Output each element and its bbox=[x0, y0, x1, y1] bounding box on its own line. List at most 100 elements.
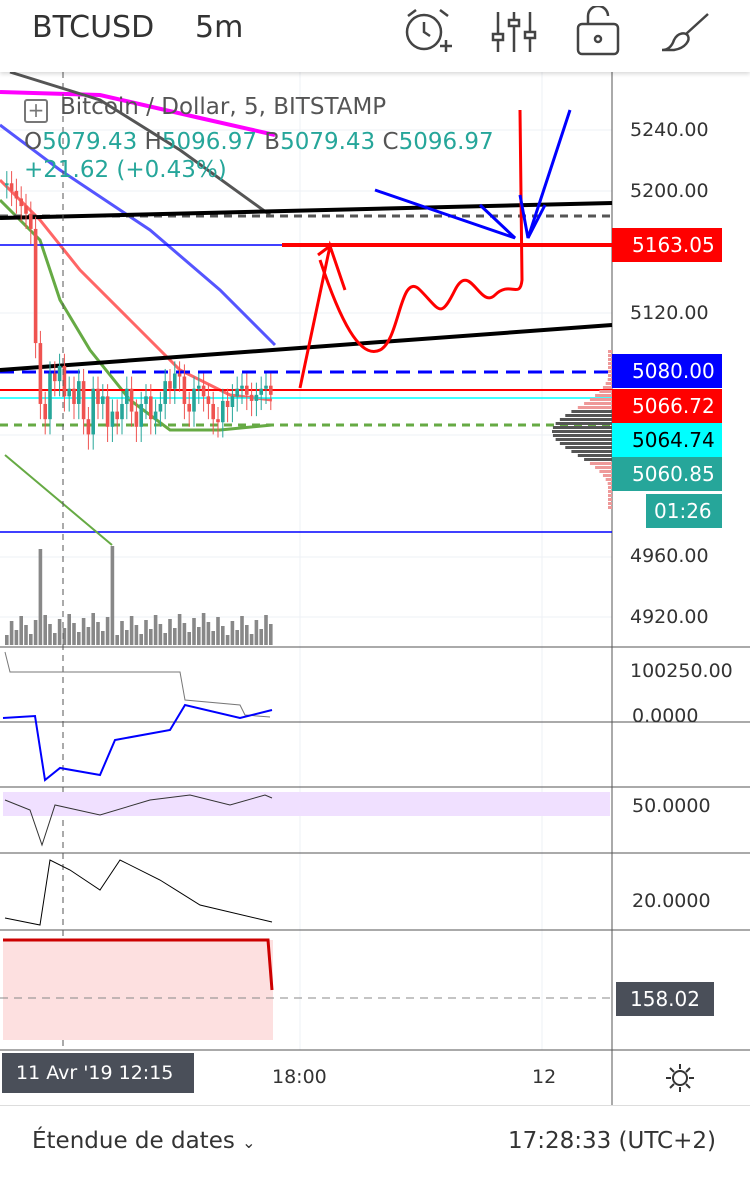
volume-profile-bar bbox=[608, 358, 612, 361]
volume-profile-bar bbox=[599, 390, 612, 393]
candle-body bbox=[14, 190, 19, 199]
volume-profile-bar bbox=[595, 394, 612, 397]
drawing-arrow bbox=[526, 204, 547, 239]
volume-bar bbox=[24, 625, 28, 645]
volume-profile-bar bbox=[607, 378, 612, 381]
volume-bar bbox=[77, 632, 81, 645]
volume-profile-bar bbox=[555, 422, 612, 425]
volume-bar bbox=[19, 616, 23, 645]
candle-body bbox=[144, 396, 148, 404]
price-tag-ma: 5064.74 bbox=[612, 423, 722, 457]
volume-bar bbox=[201, 613, 206, 645]
toolbar: BTCUSD 5m bbox=[0, 0, 750, 72]
volume-profile-bar bbox=[608, 374, 612, 377]
volume-bar bbox=[48, 624, 52, 645]
volume-bar bbox=[29, 634, 33, 645]
candle-body bbox=[81, 381, 86, 420]
ma-line bbox=[9, 70, 271, 217]
volume-profile-bar bbox=[559, 418, 612, 421]
alarm-add-icon[interactable] bbox=[400, 6, 456, 58]
legend-title: Bitcoin / Dollar, 5, BITSTAMP bbox=[60, 94, 387, 120]
volume-profile-bar bbox=[608, 490, 612, 493]
volume-bar bbox=[235, 630, 239, 645]
crosshair-time-label: 11 Avr '19 12:15 bbox=[2, 1053, 194, 1093]
candle-body bbox=[139, 403, 143, 427]
volume-bar bbox=[182, 623, 187, 645]
candle-body bbox=[19, 198, 23, 207]
price-tag-line: 5163.05 bbox=[612, 228, 722, 262]
drawing-arrow bbox=[317, 244, 331, 257]
chart-canvas[interactable] bbox=[0, 0, 750, 1105]
macd-value: 0.0000 bbox=[632, 705, 699, 727]
candle-body bbox=[101, 396, 105, 404]
volume-profile-bar bbox=[608, 366, 612, 369]
volume-profile-bar bbox=[602, 386, 612, 389]
chevron-down-icon: ⌄ bbox=[242, 1133, 256, 1152]
volume-profile-bar bbox=[608, 370, 612, 373]
candle-body bbox=[149, 396, 153, 420]
volume-bar bbox=[168, 619, 172, 645]
volume-bar bbox=[173, 628, 177, 645]
candle-body bbox=[57, 365, 62, 382]
time-tick: 18:00 bbox=[272, 1066, 327, 1088]
last-value-tag: 158.02 bbox=[616, 982, 714, 1016]
candle-body bbox=[5, 183, 9, 186]
price-tick: 5120.00 bbox=[630, 302, 709, 324]
volume-profile-bar bbox=[608, 502, 612, 505]
obv-line bbox=[4, 651, 271, 718]
candle-body bbox=[221, 400, 225, 423]
volume-bar bbox=[197, 627, 201, 645]
volume-bar bbox=[81, 618, 86, 645]
candle-body bbox=[245, 385, 249, 395]
volume-profile-bar bbox=[552, 430, 612, 433]
date-range-button[interactable]: Étendue de dates ⌄ bbox=[32, 1128, 256, 1154]
clock-timezone[interactable]: 17:28:33 (UTC+2) bbox=[507, 1128, 716, 1154]
volume-bar bbox=[14, 630, 19, 645]
candle-body bbox=[158, 403, 163, 412]
candle-body bbox=[9, 183, 14, 191]
interval-button[interactable]: 5m bbox=[195, 10, 244, 45]
ohlc-values: O5079.43 H5096.97 B5079.43 C5096.97 bbox=[24, 129, 494, 155]
candle-body bbox=[225, 400, 230, 408]
gear-icon[interactable] bbox=[664, 1062, 696, 1094]
adx-value: 20.0000 bbox=[632, 890, 711, 912]
volume-profile-bar bbox=[605, 478, 612, 481]
volume-profile-bar bbox=[608, 506, 612, 509]
volume-bar bbox=[221, 626, 225, 645]
volume-bar bbox=[144, 620, 148, 645]
adx-line bbox=[4, 859, 273, 926]
candle-body bbox=[168, 381, 172, 389]
volume-profile-bar bbox=[571, 410, 612, 413]
candle-body bbox=[177, 373, 182, 377]
price-tick: 4960.00 bbox=[630, 545, 709, 567]
last-price-tag: 5060.85 bbox=[612, 457, 722, 491]
bar-countdown: 01:26 bbox=[646, 494, 722, 528]
candle-body bbox=[173, 373, 177, 389]
candle-body bbox=[62, 365, 67, 397]
volume-profile-bar bbox=[584, 458, 612, 461]
symbol-button[interactable]: BTCUSD bbox=[32, 10, 155, 45]
candle-body bbox=[206, 396, 211, 404]
volume-bar bbox=[101, 631, 105, 645]
candle-body bbox=[264, 385, 268, 389]
indicators-icon[interactable] bbox=[486, 6, 542, 58]
footer-bar: Étendue de dates ⌄ 17:28:33 (UTC+2) bbox=[0, 1105, 750, 1180]
price-tick: 5240.00 bbox=[630, 119, 709, 141]
legend-toggle-icon[interactable]: + bbox=[24, 99, 48, 123]
trend-line bbox=[4, 454, 113, 546]
candle-body bbox=[201, 385, 206, 397]
lock-icon[interactable] bbox=[570, 6, 626, 58]
volume-bar bbox=[38, 549, 43, 645]
rsi-line bbox=[4, 794, 273, 847]
candle-body bbox=[259, 388, 263, 395]
volume-bar bbox=[163, 633, 167, 645]
volume-bar bbox=[153, 615, 158, 645]
volume-bar bbox=[139, 634, 143, 645]
volume-bar bbox=[33, 620, 38, 645]
volume-bar bbox=[269, 624, 273, 645]
volume-profile-bar bbox=[565, 414, 612, 417]
candle-body bbox=[211, 403, 215, 420]
candle-body bbox=[269, 385, 273, 395]
volume-bar bbox=[187, 632, 191, 645]
drawing-brush-icon[interactable] bbox=[656, 6, 712, 58]
